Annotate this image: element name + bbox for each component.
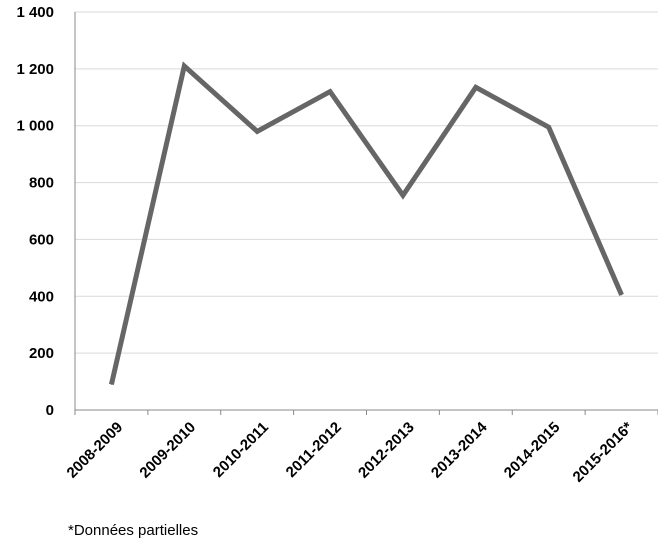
x-tick-label: 2015-2016*	[570, 419, 637, 486]
data-point	[548, 126, 550, 128]
y-tick-label: 0	[46, 402, 54, 419]
x-tick-label: 2011-2012	[283, 419, 345, 481]
data-point	[110, 383, 112, 385]
x-tick-label: 2009-2010	[136, 419, 199, 482]
data-point	[183, 65, 185, 67]
x-tick-label: 2013-2014	[428, 418, 491, 481]
y-tick-label: 800	[29, 175, 54, 192]
data-point	[475, 86, 477, 88]
y-axis-ticks: 0 200 400 600 800 1 000 1 200 1 400	[16, 4, 54, 419]
y-tick-label: 200	[29, 345, 54, 362]
y-tick-label: 1 000	[16, 118, 54, 135]
data-point	[621, 294, 623, 296]
x-tick-label: 2012-2013	[355, 419, 418, 482]
x-axis-ticks: 2008-2009 2009-2010 2010-2011 2011-2012 2012…	[64, 418, 637, 485]
data-point	[402, 194, 404, 196]
data-point	[329, 91, 331, 93]
y-tick-label: 600	[29, 231, 54, 248]
series-line	[109, 61, 624, 385]
series-line-path	[109, 61, 624, 385]
y-tick-label: 400	[29, 288, 54, 305]
axes	[74, 12, 658, 415]
y-tick-label: 1 400	[16, 4, 54, 21]
x-tick-label: 2010-2011	[210, 419, 272, 481]
y-tick-label: 1 200	[16, 61, 54, 78]
data-point	[256, 130, 258, 132]
x-tick-label: 2014-2015	[501, 419, 564, 482]
footnote: *Données partielles	[68, 522, 199, 539]
x-tick-label: 2008-2009	[64, 419, 127, 482]
